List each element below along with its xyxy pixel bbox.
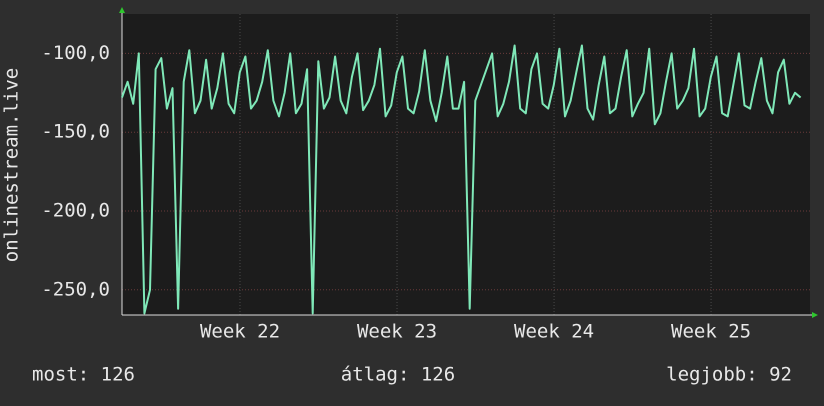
y-arrow [119,7,125,13]
x-tick-label: Week 22 [200,321,280,343]
y-tick-label: -100,0 [41,42,110,64]
y-axis-label: onlinestream.live [1,68,23,262]
x-tick-label: Week 24 [514,321,594,343]
stat-best: legjobb: 92 [666,364,792,386]
x-tick-label: Week 25 [671,321,751,343]
stat-current: most: 126 [32,364,135,386]
y-tick-label: -150,0 [41,121,110,143]
x-arrow [812,312,818,318]
y-tick-label: -200,0 [41,199,110,221]
data-line [121,44,802,315]
y-tick-label: -250,0 [41,278,110,300]
stat-average: átlag: 126 [341,364,455,386]
x-tick-label: Week 23 [357,321,437,343]
